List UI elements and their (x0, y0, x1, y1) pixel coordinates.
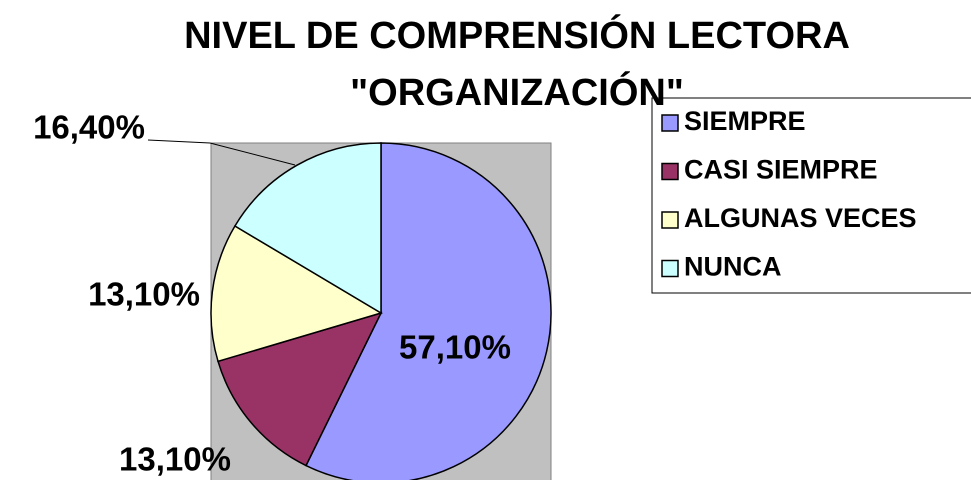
legend: SIEMPRE CASI SIEMPRE ALGUNAS VECES NUNCA (661, 106, 917, 282)
legend-swatch (661, 114, 679, 132)
data-label: 13,10% (119, 441, 231, 478)
pie-slice (210, 224, 383, 363)
pie (210, 142, 552, 480)
legend-label: NUNCA (684, 252, 782, 282)
pie-slice (217, 311, 383, 467)
legend-swatch (661, 259, 679, 278)
pie-slice (304, 142, 552, 480)
legend-swatch (661, 211, 679, 229)
pie-slice (233, 142, 382, 315)
legend-swatch (661, 162, 679, 181)
legend-label: CASI SIEMPRE (684, 155, 878, 185)
legend-box (651, 97, 971, 294)
legend-label: ALGUNAS VECES (684, 203, 917, 233)
legend-label: SIEMPRE (684, 106, 806, 136)
chart-title: NIVEL DE COMPRENSIÓN LECTORA (184, 13, 850, 57)
data-label: 16,40% (33, 109, 145, 146)
data-label: 13,10% (88, 276, 200, 313)
data-label: 57,10% (399, 329, 511, 366)
leader-line (147, 139, 296, 166)
chart-title: "ORGANIZACIÓN" (350, 70, 684, 114)
